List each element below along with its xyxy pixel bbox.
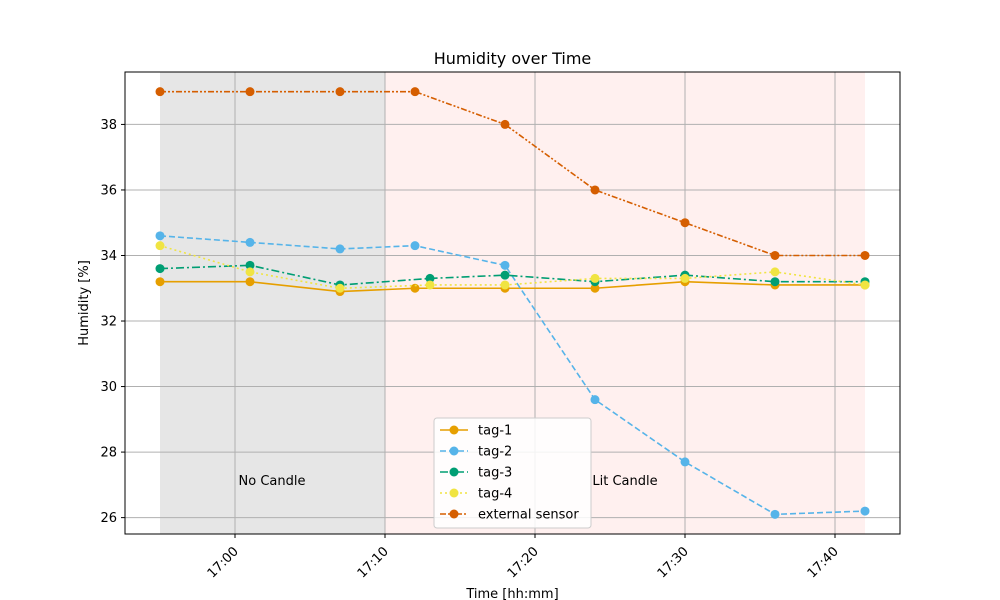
y-tick-label: 32 — [100, 315, 117, 330]
legend-box — [433, 417, 592, 529]
data-point — [410, 87, 420, 97]
data-point — [590, 273, 600, 283]
data-point — [590, 283, 600, 293]
data-point — [500, 119, 510, 129]
data-point — [500, 260, 510, 270]
region-band-0 — [160, 72, 385, 534]
legend-label: tag-4 — [478, 487, 512, 502]
series-line — [160, 90, 865, 257]
y-tick-label: 34 — [100, 249, 117, 264]
x-tick-label: 17:00 — [205, 544, 242, 581]
legend-label: external sensor — [478, 508, 579, 523]
series-tag-2 — [155, 231, 870, 519]
data-point — [245, 267, 255, 277]
data-point — [680, 273, 690, 283]
data-point — [680, 457, 690, 467]
y-tick-label: 26 — [100, 511, 117, 526]
data-point — [245, 87, 255, 97]
series-tag-4 — [155, 241, 870, 293]
data-point — [425, 280, 435, 290]
legend-marker — [449, 425, 459, 435]
series-layer — [155, 87, 870, 519]
data-point — [245, 277, 255, 287]
legend-label: tag-3 — [478, 466, 512, 481]
data-point — [860, 506, 870, 516]
data-point — [425, 273, 435, 283]
x-tick-label: 17:10 — [355, 544, 392, 581]
data-point — [500, 280, 510, 290]
data-point — [335, 87, 345, 97]
data-point — [155, 231, 165, 241]
data-point — [155, 277, 165, 287]
region-label-1: Lit Candle — [592, 474, 657, 489]
x-tick-label: 17:20 — [505, 544, 542, 581]
data-point — [770, 250, 780, 260]
data-point — [680, 218, 690, 228]
data-point — [410, 283, 420, 293]
data-point — [410, 241, 420, 251]
legend: tag-1 tag-2 tag-3 tag-4 external sensor — [433, 417, 592, 529]
data-point — [335, 244, 345, 254]
plot-frame — [124, 71, 901, 535]
y-tick-label: 28 — [100, 446, 117, 461]
legend-label: tag-1 — [478, 424, 512, 439]
series-external-sensor — [155, 87, 870, 260]
y-tick-label: 38 — [100, 118, 117, 133]
data-point — [770, 267, 780, 277]
legend-marker — [449, 446, 459, 456]
y-tick-label: 36 — [100, 183, 117, 198]
region-labels-layer: No Candle Lit Candle — [239, 474, 658, 489]
y-axis-title: Humidity [%] — [77, 260, 92, 346]
data-point — [500, 270, 510, 280]
x-axis-title: Time [hh:mm] — [465, 587, 558, 600]
legend-marker — [449, 488, 459, 498]
data-point — [245, 260, 255, 270]
y-tick-label: 30 — [100, 380, 117, 395]
x-tick-label: 17:40 — [805, 544, 842, 581]
legend-marker — [449, 467, 459, 477]
data-point — [245, 237, 255, 247]
data-point — [770, 509, 780, 519]
data-point — [590, 185, 600, 195]
data-point — [155, 87, 165, 97]
data-point — [770, 277, 780, 287]
chart-title: Humidity over Time — [434, 49, 592, 68]
data-point — [335, 283, 345, 293]
x-tick-label: 17:30 — [655, 544, 692, 581]
data-point — [860, 280, 870, 290]
legend-marker — [449, 509, 459, 519]
data-point — [860, 250, 870, 260]
data-point — [590, 395, 600, 405]
legend-label: tag-2 — [478, 445, 512, 460]
data-point — [155, 264, 165, 274]
region-label-0: No Candle — [239, 474, 306, 489]
data-point — [155, 241, 165, 251]
